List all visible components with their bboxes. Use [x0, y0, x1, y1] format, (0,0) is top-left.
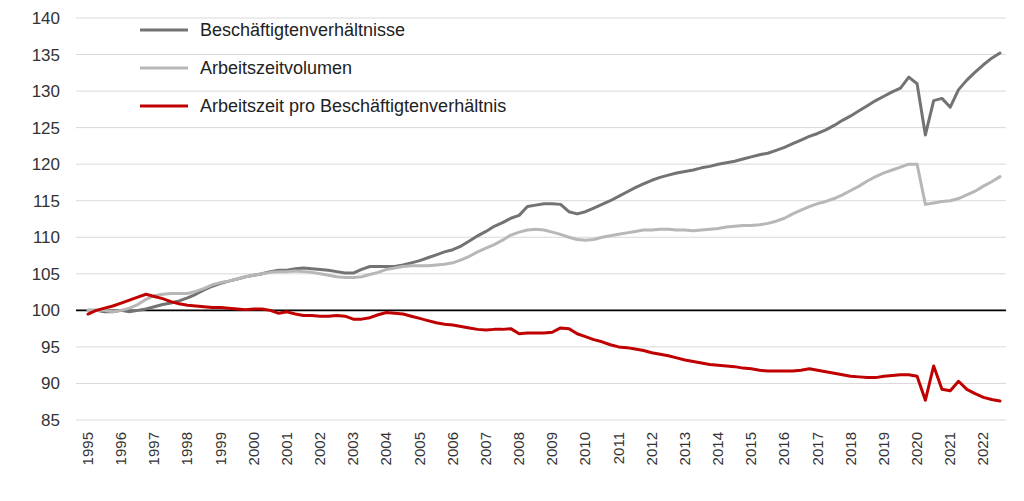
grid-line — [76, 310, 1006, 311]
y-tick-label: 85 — [41, 411, 60, 430]
grid-line — [76, 18, 1006, 19]
x-tick-label: 2000 — [245, 432, 262, 465]
x-tick-label: 2014 — [709, 432, 726, 465]
grid-line — [76, 346, 1006, 347]
x-tick-label: 2005 — [411, 432, 428, 465]
y-tick-label: 90 — [41, 374, 60, 393]
y-tick-label: 105 — [32, 265, 60, 284]
y-tick-label: 135 — [32, 46, 60, 65]
grid — [76, 18, 1006, 420]
x-tick-label: 2019 — [875, 432, 892, 465]
x-tick-label: 1999 — [212, 432, 229, 465]
chart: 85 90 95 100 105 110 115 120 125 130 135 140 1995 199… — [0, 0, 1024, 501]
grid-line — [76, 273, 1006, 274]
x-tick-label: 2008 — [510, 432, 527, 465]
grid-line — [76, 420, 1006, 421]
grid-line — [76, 91, 1006, 92]
x-tick-label: 1997 — [145, 432, 162, 465]
x-tick-label: 2022 — [974, 432, 991, 465]
x-tick-label: 2007 — [477, 432, 494, 465]
grid-line — [76, 54, 1006, 55]
y-tick-label: 95 — [41, 338, 60, 357]
legend-swatch — [140, 29, 188, 32]
baseline — [76, 310, 1006, 312]
legend: Beschäftigtenverhältnisse Arbeitszeitvolu… — [140, 20, 506, 116]
legend-label: Beschäftigtenverhältnisse — [200, 20, 405, 40]
x-tick-label: 1996 — [112, 432, 129, 465]
x-tick-label: 2013 — [676, 432, 693, 465]
grid-line — [76, 383, 1006, 384]
legend-swatch — [140, 105, 188, 108]
grid-line — [76, 237, 1006, 238]
x-tick-label: 2015 — [742, 432, 759, 465]
x-tick-label: 2020 — [908, 432, 925, 465]
legend-label: Arbeitszeitvolumen — [200, 58, 352, 78]
grid-line — [76, 200, 1006, 201]
grid-line — [76, 127, 1006, 128]
x-tick-label: 2001 — [278, 432, 295, 465]
grid-line — [76, 164, 1006, 165]
y-tick-label: 115 — [33, 192, 60, 211]
x-tick-label: 2009 — [543, 432, 560, 465]
series-line — [88, 53, 1000, 312]
y-tick-label: 100 — [32, 301, 60, 320]
x-tick-label: 2003 — [344, 432, 361, 465]
x-tick-label: 2016 — [775, 432, 792, 465]
legend-swatch — [140, 67, 188, 70]
y-tick-label: 120 — [32, 155, 60, 174]
y-tick-label: 125 — [32, 119, 60, 138]
x-tick-label: 2011 — [610, 432, 627, 464]
x-tick-label: 1998 — [178, 432, 195, 465]
x-tick-label: 2021 — [941, 432, 958, 465]
x-tick-label: 1995 — [79, 432, 96, 465]
series-line — [88, 164, 1000, 312]
x-tick-label: 2004 — [377, 432, 394, 465]
x-tick-label: 2018 — [842, 432, 859, 465]
y-tick-label: 130 — [32, 82, 60, 101]
plot-area — [88, 53, 1000, 401]
y-tick-label: 140 — [32, 9, 60, 28]
series-line — [88, 294, 1000, 401]
y-tick-label: 110 — [33, 228, 60, 247]
x-tick-label: 2012 — [643, 432, 660, 465]
x-tick-label: 2017 — [809, 432, 826, 465]
legend-label: Arbeitszeit pro Beschäftigtenverhältnis — [200, 96, 506, 116]
x-tick-label: 2002 — [311, 432, 328, 465]
x-tick-label: 2010 — [576, 432, 593, 465]
x-tick-label: 2006 — [444, 432, 461, 465]
